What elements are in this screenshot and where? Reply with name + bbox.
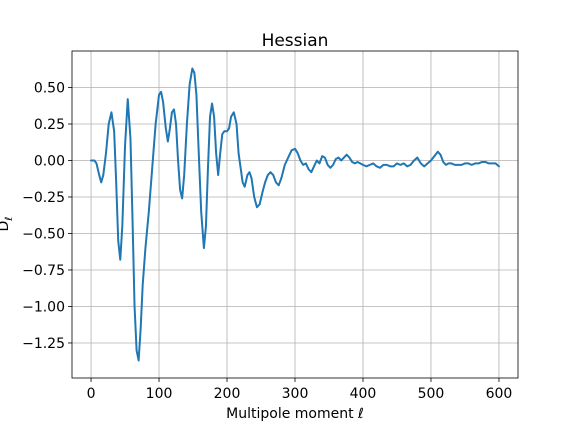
plot-area [90,67,500,362]
x-tick-label: 300 [282,386,309,402]
x-tick-label: 100 [146,386,173,402]
x-tick-label: 0 [87,386,96,402]
tick-marks: 0 100 200 300 400 500 600 0.50 0.25 0.00 −0.25 −0.5… [22,80,512,402]
y-tick-label: 0.50 [34,80,65,96]
y-tick-label: 0.00 [34,153,65,169]
chart-title: Hessian [262,31,329,51]
y-tick-label: −0.25 [22,190,65,206]
grid-lines [72,51,518,378]
y-tick-label: −1.25 [22,336,65,352]
y-tick-label: −0.75 [22,263,65,279]
y-tick-label: 0.25 [34,117,65,133]
x-tick-label: 400 [350,386,377,402]
x-axis-label: Multipole moment ℓ [226,406,364,422]
y-tick-label: −1.00 [22,299,65,315]
y-tick-label: −0.50 [22,226,65,242]
x-tick-label: 500 [418,386,445,402]
series-line-0 [90,67,500,362]
x-tick-label: 200 [214,386,241,402]
y-axis-label: Dℓ [0,217,15,232]
x-tick-label: 600 [486,386,513,402]
